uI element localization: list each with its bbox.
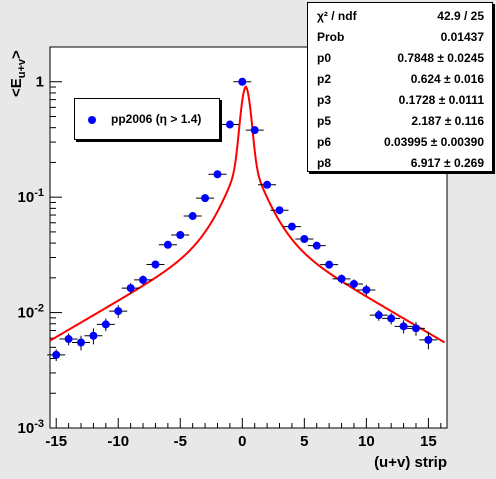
stats-value: 42.9 / 25 (437, 9, 484, 23)
data-point (89, 331, 98, 340)
fit-stats-box: χ² / ndf 42.9 / 25 Prob 0.01437 p0 0.7848 ±… (307, 2, 493, 172)
y-tick-label: 1 (36, 74, 44, 91)
data-point (213, 170, 222, 179)
x-axis-title: (u+v) strip (374, 454, 447, 471)
data-point (399, 322, 408, 331)
x-tick-label: 15 (420, 433, 437, 450)
data-point (201, 194, 210, 203)
data-point (151, 260, 160, 269)
legend: pp2006 (η > 1.4) (74, 98, 220, 140)
y-tick-label: 10-3 (18, 418, 44, 437)
x-tick-label: 5 (300, 433, 308, 450)
stats-key: χ² / ndf (317, 9, 357, 23)
stats-row-p8: p8 6.917 ± 0.269 (308, 153, 492, 173)
stats-row-p5: p5 2.187 ± 0.116 (308, 111, 492, 131)
x-tick-label: -15 (45, 433, 67, 450)
legend-label: pp2006 (η > 1.4) (111, 112, 202, 126)
stats-key: p2 (317, 72, 332, 86)
data-point (176, 231, 185, 240)
data-point (52, 350, 61, 359)
data-point (139, 275, 148, 284)
stats-key: Prob (317, 30, 345, 44)
data-point (77, 338, 86, 347)
data-point (337, 274, 346, 283)
stats-key: p0 (317, 51, 332, 65)
data-point (300, 235, 309, 244)
x-tick-label: 10 (358, 433, 375, 450)
stats-value: 0.1728 ± 0.0111 (398, 93, 484, 107)
stats-value: 0.624 ± 0.016 (410, 72, 484, 86)
stats-key: p8 (317, 156, 332, 170)
data-point (263, 180, 272, 189)
data-point (424, 335, 433, 344)
stats-row-p6: p6 0.03995 ± 0.00390 (308, 132, 492, 152)
x-tick-label: -5 (174, 433, 187, 450)
stats-key: p5 (317, 114, 332, 128)
stats-key: p6 (317, 135, 332, 149)
data-point (188, 212, 197, 221)
data-point (250, 126, 259, 135)
y-tick-label: 10-2 (18, 303, 44, 322)
fit-curve (49, 85, 446, 344)
stats-value: 2.187 ± 0.116 (411, 114, 484, 128)
data-point (238, 77, 247, 86)
stats-row-p3: p3 0.1728 ± 0.0111 (308, 90, 492, 110)
stats-value: 0.03995 ± 0.00390 (383, 135, 484, 149)
legend-marker-icon (88, 116, 96, 124)
data-point (387, 314, 396, 323)
stats-row-p2: p2 0.624 ± 0.016 (308, 69, 492, 89)
y-tick-label: 10-1 (18, 187, 44, 206)
data-point (275, 206, 284, 215)
data-point (64, 335, 73, 344)
stats-value: 0.01437 (440, 30, 484, 44)
data-point (114, 307, 123, 316)
data-point (126, 284, 135, 293)
data-point (312, 241, 321, 250)
data-point (325, 260, 334, 269)
data-point (163, 240, 172, 249)
data-point (287, 222, 296, 231)
stats-key: p3 (317, 93, 332, 107)
data-point (349, 279, 358, 288)
data-point (101, 320, 110, 329)
data-point (225, 120, 234, 129)
x-tick-label: -10 (107, 433, 129, 450)
y-axis-title: <Eu+v> (8, 50, 28, 97)
data-point (362, 285, 371, 294)
stats-row-prob: Prob 0.01437 (308, 27, 492, 47)
stats-value: 0.7848 ± 0.0245 (397, 51, 484, 65)
data-point (374, 311, 383, 320)
x-tick-label: 0 (238, 433, 246, 450)
data-point (411, 324, 420, 333)
stats-row-chi2: χ² / ndf 42.9 / 25 (308, 6, 492, 26)
stats-value: 6.917 ± 0.269 (410, 156, 484, 170)
stats-row-p0: p0 0.7848 ± 0.0245 (308, 48, 492, 68)
